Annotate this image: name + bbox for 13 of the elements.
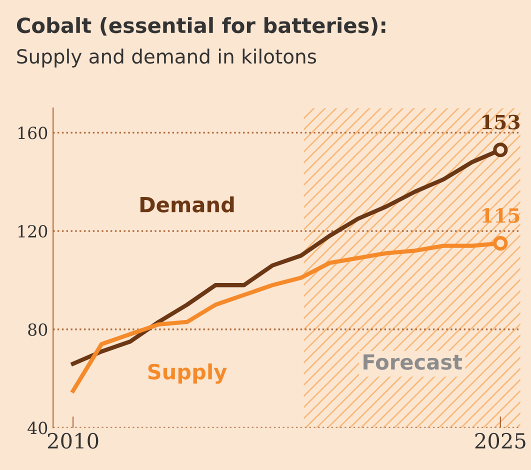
chart-subtitle: Supply and demand in kilotons: [17, 48, 316, 68]
x-tick-label: 2025: [475, 432, 526, 449]
y-tick-label: 80: [28, 323, 48, 336]
data-label: 115: [482, 208, 520, 223]
band-label: Forecast: [364, 354, 462, 370]
text: Demand: [140, 196, 234, 212]
y-tick-label: 40: [28, 422, 48, 434]
chart-title: Cobalt (essential for batteries):: [16, 17, 386, 36]
x-tick-label: 2010: [48, 432, 98, 449]
data-label: 153: [482, 114, 520, 130]
series-label: Supply: [148, 363, 227, 384]
y-tick-label: 120: [18, 224, 48, 238]
y-tick-label: 160: [18, 126, 48, 140]
